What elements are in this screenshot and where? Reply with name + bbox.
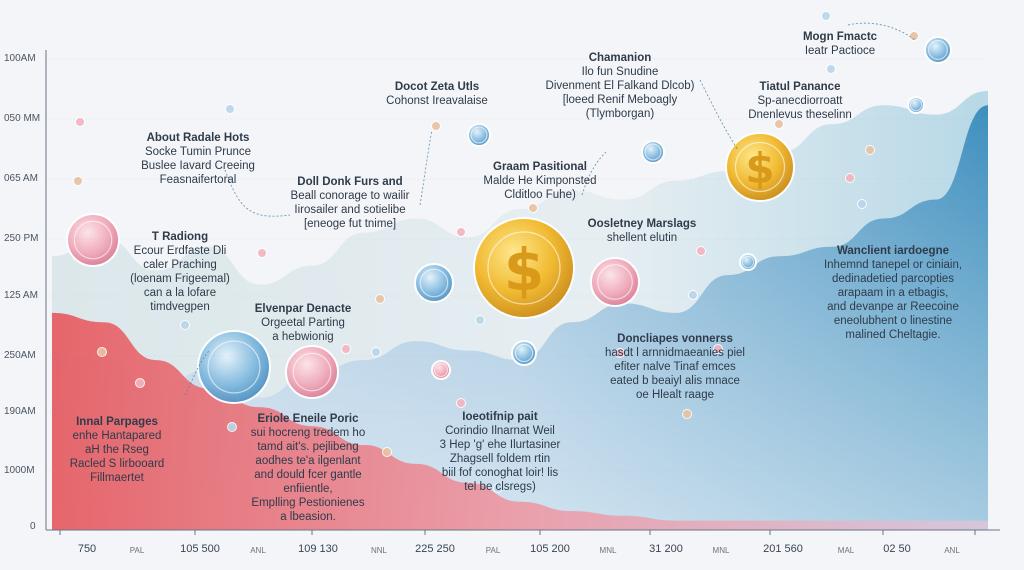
x-tick-label: 105 200 [530,543,570,555]
annotation-radiong: T Radiong Ecour Erdfaste Dli caler Prach… [130,231,230,313]
sparkle-icon [225,104,235,114]
y-tick-label: 100AM [4,53,36,64]
y-tick-label: 190AM [4,406,36,417]
y-tick-label: 125 AM [4,290,38,301]
annotation-mogn: Mogn Fmactc Ieatr Pactioce [802,31,878,57]
svg-text:$: $ [745,144,774,193]
sparkle-icon [341,344,351,354]
annotation-docot: Docot Zeta Utls Cohonst Ireavalaise [386,81,488,107]
sparkle-icon [865,145,875,155]
svg-text:$: $ [504,236,544,304]
decorations: $$ [66,11,952,493]
sparkle-icon [97,347,107,357]
token-icon [431,360,451,380]
x-tick-unit: ANL [250,546,266,555]
sparkle-icon [257,248,267,258]
token-icon [907,96,925,114]
x-tick-unit: NNL [370,546,388,555]
x-tick-unit: MAL [837,546,855,555]
sparkle-icon [135,378,145,388]
sparkle-icon [73,176,83,186]
annotation-elvenpar: Elvenpar Denacte Orgeetal Parting a hebw… [254,303,352,343]
annotation-eriole: Eriole Eneile Poric sui hocreng tredem h… [250,413,366,523]
sparkle-icon [180,320,190,330]
sparkle-icon [371,347,381,357]
leader-line [419,129,433,206]
sparkle-icon [682,409,692,419]
sparkle-icon [431,121,441,131]
x-tick-label: 31 200 [649,543,683,555]
sparkle-icon [227,422,237,432]
sparkle-icon [845,173,855,183]
annotation-graam: Graam Pasitional Malde He Kimponsted Cld… [483,161,597,201]
dollar-coin-icon: $ [473,217,575,319]
x-tick-label: 201 560 [763,543,803,555]
x-tick-label: 109 130 [298,543,338,555]
y-tick-label: 065 AM [4,173,38,184]
x-tick-unit: PAL [129,546,145,555]
globe-icon [414,263,454,303]
sparkle-icon [456,398,466,408]
x-tick-unit: ANL [944,546,960,555]
sparkle-icon [475,315,485,325]
annotation-chamanion: Chamanion Ilo fun Snudine Divenment El F… [545,52,695,120]
sparkle-icon [75,117,85,127]
annotation-oosletney: Oosletney Marslags shellent elutin [587,218,697,244]
sparkle-icon [826,64,836,74]
leader-line [699,79,739,151]
annotation-doncliapes: Doncliapes vonnerss hasdt l arnnidmaeani… [604,333,745,401]
dollar-coin-icon: $ [725,132,795,202]
annotation-ioeotifnip: Ioeotifnip pait Corindio Ilnarnat Weil 3… [439,411,561,493]
x-tick-unit: MNL [599,546,617,555]
sparkle-icon [696,246,706,256]
y-tick-label: 250AM [4,350,36,361]
y-tick-label: 050 MM [4,113,41,124]
sparkle-icon [456,227,466,237]
sparkle-icon [615,348,625,358]
pink-token-icon [590,257,640,307]
pink-token-icon [285,345,339,399]
sparkle-icon [375,294,385,304]
token-icon [467,123,491,147]
annotation-wanclient: Wanclient iardoegne Inhemnd tanepel or c… [823,245,963,341]
annotation-innal: Innal Parpages enhe Hantapared aH the Rs… [69,416,165,484]
x-tick-label: 02 50 [883,543,911,555]
token-icon [641,140,665,164]
x-tick-label: 225 250 [415,543,455,555]
x-tick-unit: MNL [712,546,730,555]
series-area-red-band [52,312,988,530]
annotation-about: About Radale Hots Socke Tumin Prunce Bus… [141,132,255,186]
pink-token-icon [66,213,120,267]
sparkle-icon [774,119,784,129]
y-axis [45,50,1000,535]
sparkle-icon [382,447,392,457]
sparkle-icon [493,483,503,493]
x-tick-label: 105 500 [180,543,220,555]
y-tick-label: 250 PM [4,233,39,244]
sparkle-icon [688,290,698,300]
token-icon [739,253,757,271]
annotation-tiatul: Tiatul Panance Sp-anecdiorroatt Dnenlevu… [748,81,852,121]
sparkle-icon [713,344,723,354]
sparkle-icon [821,11,831,21]
y-tick-label: 1000M [4,465,35,476]
annotation-doll: Doll Donk Furs and Beall conorage to wai… [290,176,410,230]
x-tick-unit: PAL [485,546,501,555]
token-icon [511,340,537,366]
token-icon [924,36,952,64]
y-tick-label: 0 [30,521,36,532]
sparkle-icon [857,199,867,209]
sparkle-icon [528,203,538,213]
x-tick-label: 750 [77,543,97,555]
blue-token-icon [197,330,271,404]
leader-line [184,349,211,396]
